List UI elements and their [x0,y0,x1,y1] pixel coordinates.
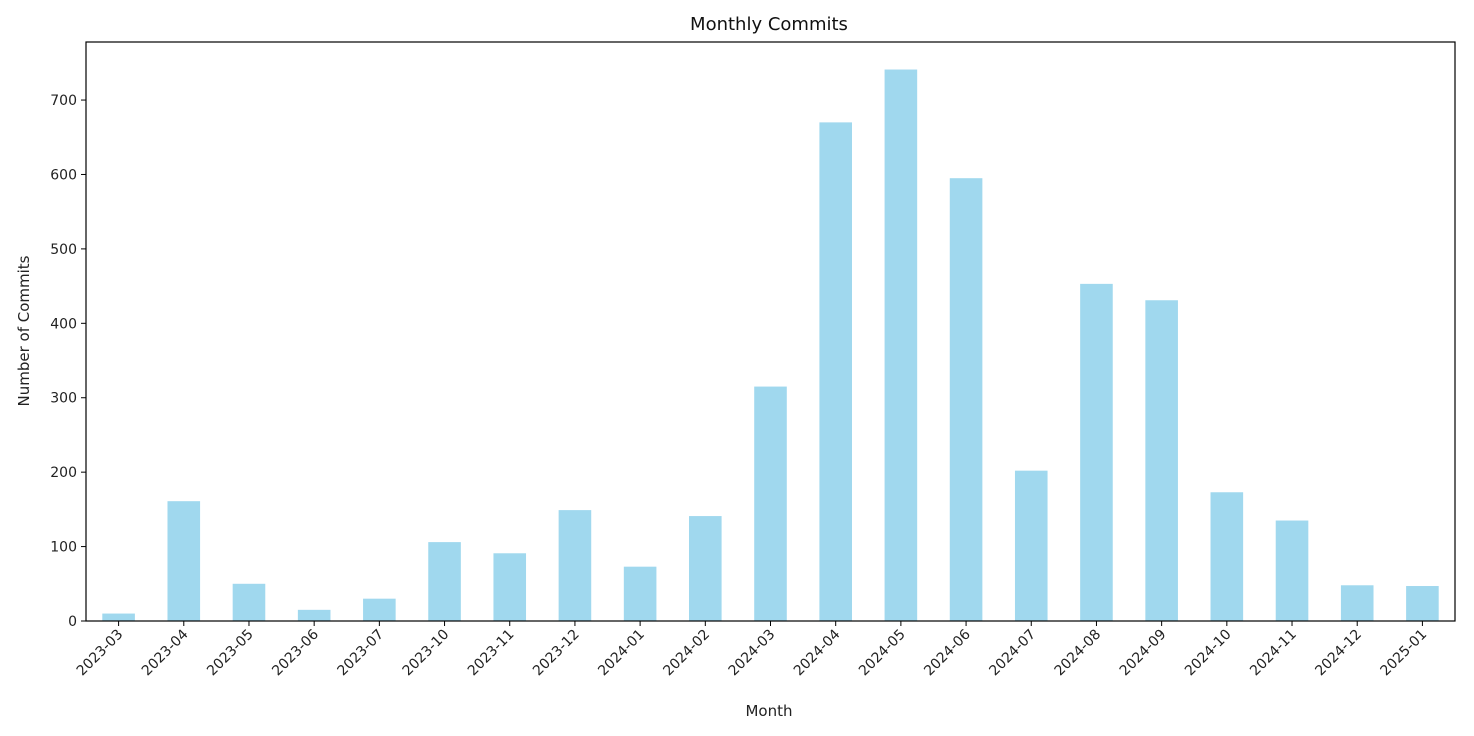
x-tick-label: 2024-04 [791,626,844,679]
x-tick-label: 2023-12 [530,627,583,680]
x-tick-label: 2024-03 [726,627,779,680]
x-tick-label: 2023-07 [335,627,388,680]
x-tick-label: 2023-05 [204,627,257,680]
bar-2023-12 [558,510,592,621]
bar-2023-06 [297,609,331,621]
bar-2024-06 [949,178,983,621]
x-tick-label: 2024-12 [1312,627,1365,680]
bar-2024-02 [689,516,722,621]
x-tick-label: 2023-04 [139,626,192,679]
x-tick-label: 2023-10 [400,627,453,680]
x-tick-label: 2024-08 [1052,627,1105,680]
bar-2023-05 [232,583,266,621]
x-tick-label: 2024-10 [1182,627,1235,680]
y-tick-label: 400 [50,316,77,332]
bar-2023-03 [102,613,135,621]
plot-frame [85,41,1456,622]
x-tick-label: 2023-06 [269,626,322,679]
chart-title: Monthly Commits [690,14,848,35]
y-tick-label: 300 [50,391,77,407]
y-tick-label: 600 [50,167,77,183]
bar-2024-08 [1080,283,1113,621]
x-tick-label: 2024-06 [921,626,974,679]
y-tick-label: 500 [50,242,77,258]
bars-group [102,69,1439,622]
x-tick-label: 2024-11 [1247,627,1300,680]
x-tick-label: 2025-01 [1378,627,1431,680]
bar-2024-01 [623,566,657,621]
bar-2024-11 [1275,520,1309,621]
y-axis-label: Number of Commits [15,255,33,406]
bar-2023-07 [363,598,396,621]
bar-2024-09 [1145,300,1178,621]
bar-2023-04 [167,501,201,621]
y-tick-label: 100 [50,540,77,556]
x-tick-label: 2023-11 [465,627,518,680]
x-tick-label: 2024-07 [986,627,1039,680]
x-tick-label: 2023-03 [74,627,127,680]
y-tick-label: 200 [50,465,77,481]
x-axis-label: Month [745,702,792,720]
bar-2024-04 [819,122,852,622]
y-tick-label: 700 [50,93,77,109]
bar-2024-03 [754,386,787,621]
bar-2023-10 [428,542,461,621]
bar-2023-11 [493,553,527,621]
x-tick-label: 2024-02 [660,627,713,680]
x-axis: 2023-03 2023-04 2023-05 2023-06 2023-07 2023-… [74,621,1430,679]
y-axis: 0 100 200 300 400 500 600 700 [50,93,86,630]
y-tick-label: 0 [68,614,77,630]
bar-2024-05 [884,69,918,621]
bar-2025-01 [1406,586,1439,621]
x-tick-label: 2024-05 [856,627,909,680]
x-tick-label: 2024-01 [595,627,648,680]
bar-2024-10 [1210,492,1244,621]
bar-2024-07 [1014,470,1048,621]
bar-2024-12 [1340,585,1374,621]
x-tick-label: 2024-09 [1117,627,1170,680]
